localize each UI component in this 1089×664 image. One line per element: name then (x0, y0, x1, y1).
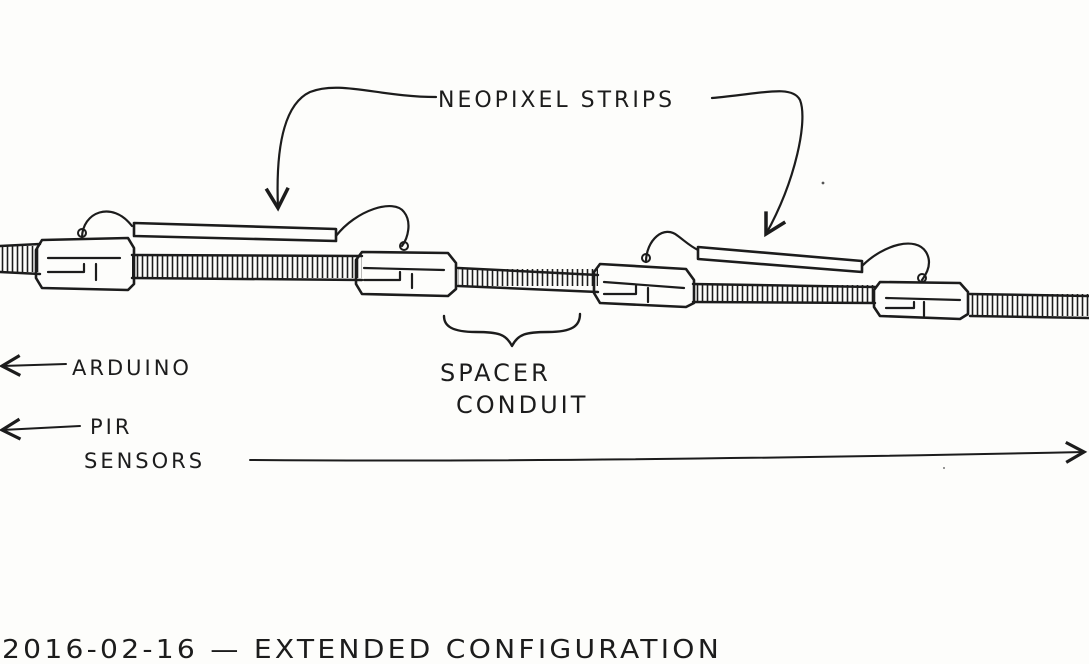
label-spacer: SPACER (440, 359, 551, 387)
label-arduino: ARDUINO (72, 356, 192, 380)
neopixel-strip-2 (641, 230, 931, 283)
connector-box-1 (34, 236, 136, 292)
connector-box-4 (872, 280, 970, 321)
pir-arrow (0, 417, 81, 441)
conduit-long-1 (130, 253, 364, 282)
paper-speck (821, 181, 825, 185)
spacer-brace (442, 312, 582, 348)
connector-box-3 (592, 262, 696, 309)
connector-box-2 (354, 250, 458, 298)
arduino-arrow (0, 354, 67, 377)
conduit-left-end (0, 242, 42, 276)
neopixel-callout-arrows (264, 86, 804, 238)
caption: 2016-02-16 — EXTENDED CONFIGURATION (2, 635, 722, 664)
spacer-conduit (456, 266, 600, 294)
label-sensors: SENSORS (84, 449, 205, 473)
conduit-right-end (968, 292, 1089, 320)
label-conduit: CONDUIT (456, 391, 588, 419)
conduit-segments (0, 242, 1089, 320)
sensors-extent-arrow (249, 440, 1088, 464)
paper-speck (943, 467, 945, 469)
neopixel-strip-1 (77, 204, 410, 251)
label-neopixel-strips: NEOPIXEL STRIPS (438, 88, 675, 113)
conduit-long-2 (691, 282, 877, 305)
label-pir: PIR (90, 415, 132, 439)
